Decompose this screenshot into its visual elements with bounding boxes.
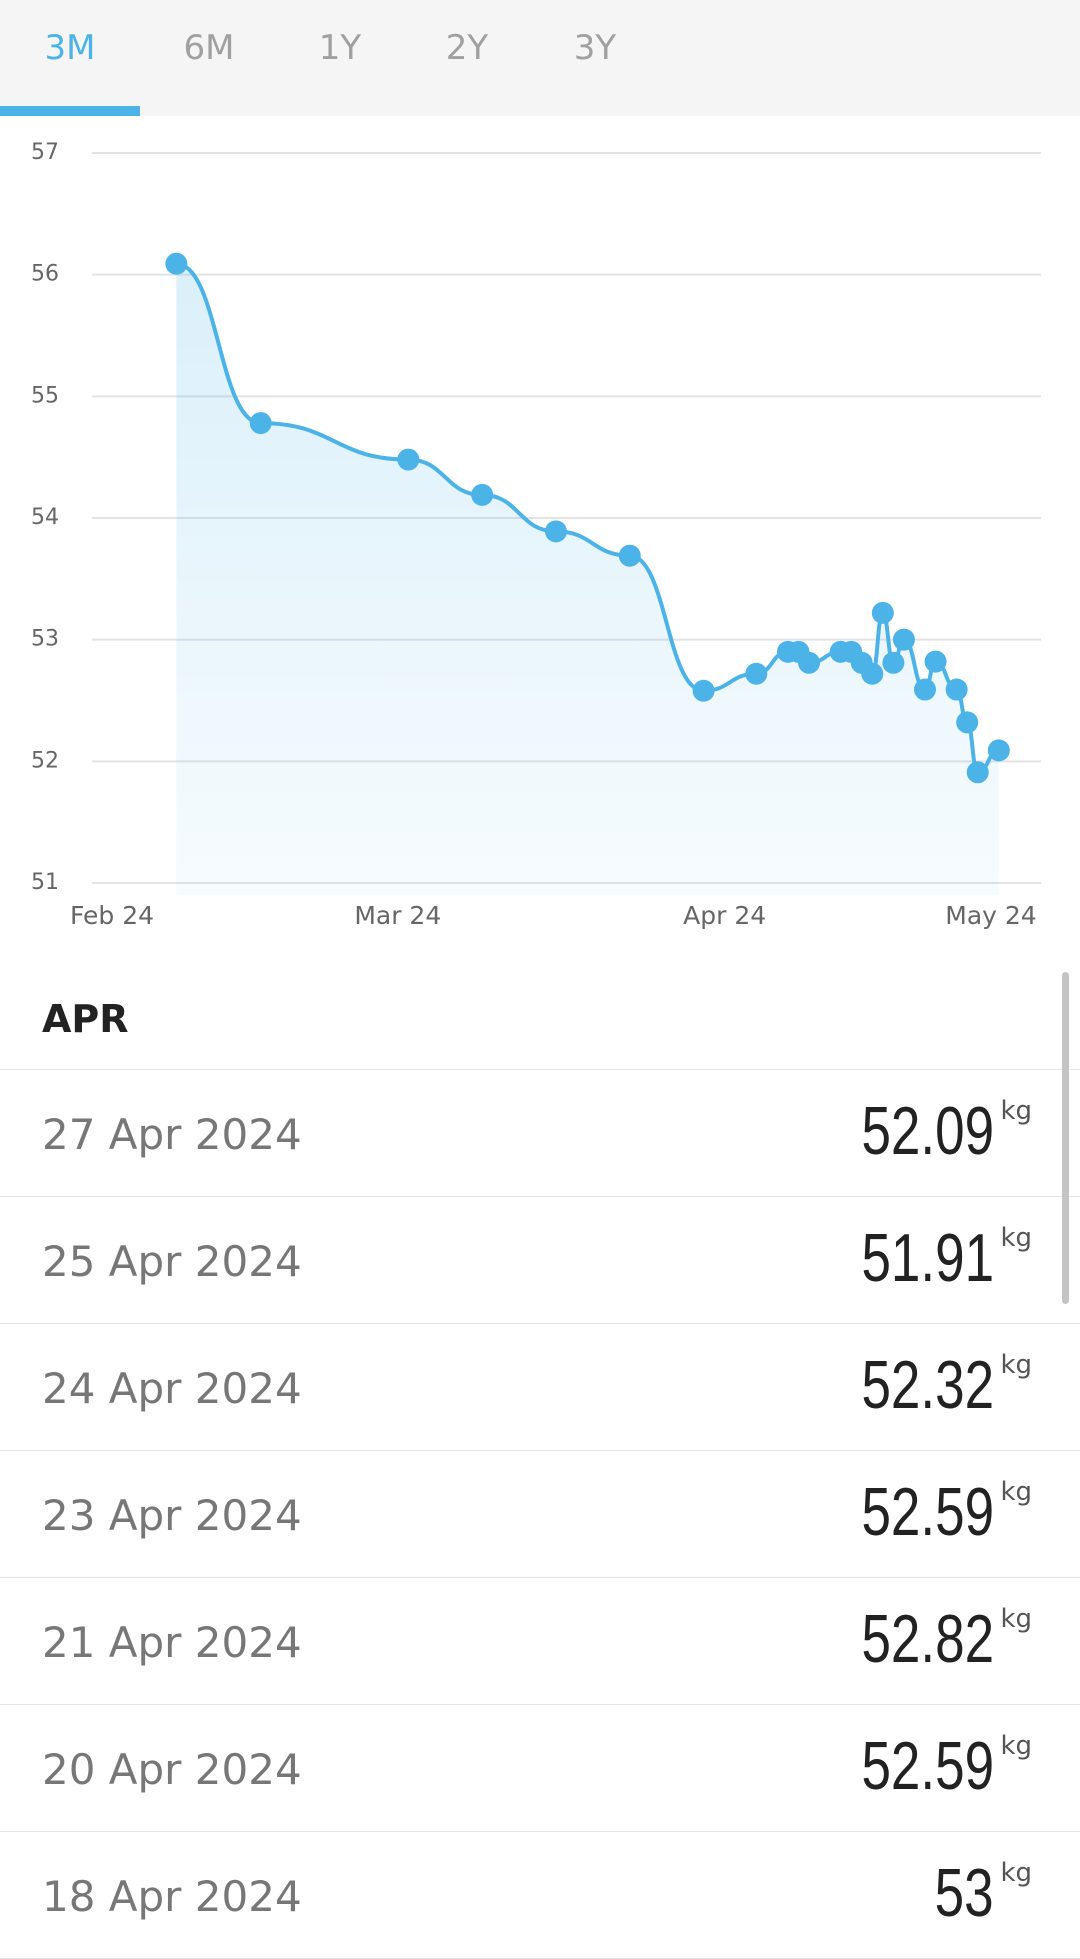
scrollbar [1062,972,1069,1304]
entry-date: 20 Apr 2024 [42,1745,302,1794]
data-point [956,711,979,734]
entry-value: 53 [935,1855,994,1931]
y-tick-label: 57 [31,140,59,165]
entry-value: 52.59 [861,1728,994,1804]
y-tick-label: 54 [31,505,59,530]
data-point [914,678,937,701]
range-tab[interactable]: 6M [183,28,235,68]
entry-row[interactable]: 21 Apr 2024 52.82 kg [0,1578,1080,1705]
data-point [249,412,272,435]
data-point [861,662,884,685]
x-tick-label: Mar 24 [354,901,441,930]
range-tab[interactable]: 3M [44,28,96,68]
data-point [892,628,915,651]
data-point [987,739,1010,762]
data-point [966,761,989,784]
y-tick-label: 55 [31,383,59,408]
data-point [871,601,894,624]
y-tick-label: 51 [31,870,59,895]
area [176,263,999,895]
active-tab-indicator [0,106,140,116]
entry-unit: kg [1000,1604,1032,1634]
data-point [945,678,968,701]
data-point [798,651,821,674]
entry-value: 51.91 [861,1220,994,1296]
entry-unit: kg [1000,1350,1032,1380]
data-point [165,252,188,275]
month-header: APR [0,969,1080,1070]
entry-date: 21 Apr 2024 [42,1618,302,1667]
entry-date: 24 Apr 2024 [42,1364,302,1413]
entry-row[interactable]: 27 Apr 2024 52.09 kg [0,1070,1080,1197]
entry-date: 18 Apr 2024 [42,1872,302,1921]
entry-row[interactable]: 25 Apr 2024 51.91 kg [0,1197,1080,1324]
data-point [544,520,567,543]
data-point [618,544,641,567]
entry-row[interactable]: 18 Apr 2024 53 kg [0,1832,1080,1959]
data-point [692,679,715,702]
y-tick-label: 52 [31,748,59,773]
entry-value: 52.09 [861,1093,994,1169]
data-point [397,448,420,471]
data-point [745,662,768,685]
entry-unit: kg [1000,1477,1032,1507]
entry-value: 52.59 [861,1474,994,1550]
entry-unit: kg [1000,1858,1032,1888]
x-tick-label: Feb 24 [70,901,154,930]
entry-row[interactable]: 24 Apr 2024 52.32 kg [0,1324,1080,1451]
range-tab[interactable]: 2Y [445,28,489,68]
data-point [924,650,947,673]
x-tick-label: Apr 24 [683,901,766,930]
weight-chart: 51 52 53 54 55 56 57 Feb 24 Mar 24 Apr 24 May 24 [31,140,1041,930]
entry-row[interactable]: 20 Apr 2024 52.59 kg [0,1705,1080,1832]
entry-date: 25 Apr 2024 [42,1237,302,1286]
entry-date: 23 Apr 2024 [42,1491,302,1540]
data-point [471,483,494,506]
range-tab[interactable]: 3Y [573,28,617,68]
entry-value: 52.32 [861,1347,994,1423]
entry-row[interactable]: 23 Apr 2024 52.59 kg [0,1451,1080,1578]
entry-list: APR 27 Apr 2024 52.09 kg 25 Apr 2024 51.91 kg… [0,969,1080,1959]
data-point [882,651,905,674]
range-tab[interactable]: 1Y [318,28,362,68]
entry-unit: kg [1000,1731,1032,1761]
y-tick-label: 56 [31,262,59,287]
range-tabs: 3M 6M 1Y 2Y 3Y [0,0,1080,116]
entry-value: 52.82 [861,1601,994,1677]
entry-unit: kg [1000,1096,1032,1126]
entry-date: 27 Apr 2024 [42,1110,302,1159]
y-tick-label: 53 [31,627,59,652]
x-tick-label: May 24 [945,901,1036,930]
entry-unit: kg [1000,1223,1032,1253]
